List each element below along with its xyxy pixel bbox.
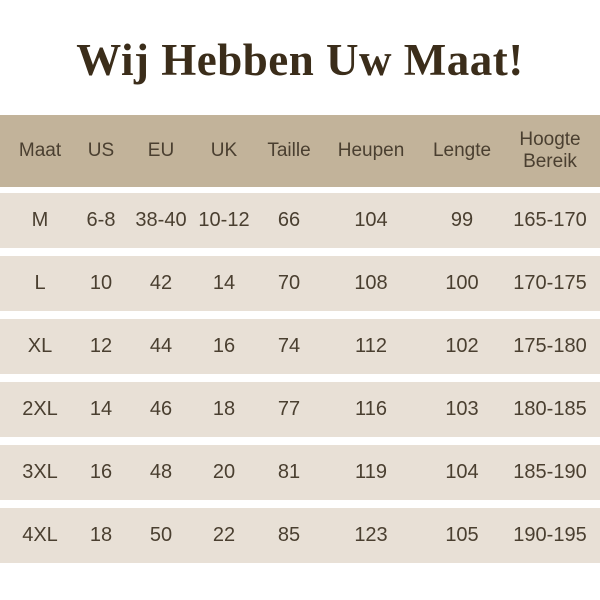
table-cell: 46 bbox=[149, 398, 173, 420]
table-cell: 14 bbox=[89, 398, 113, 420]
table-cell: 170-175 bbox=[513, 272, 587, 294]
table-cell: 50 bbox=[149, 524, 173, 546]
table-cell: 2XL bbox=[22, 398, 58, 420]
table-cell: 81 bbox=[277, 461, 301, 483]
table-cell: 77 bbox=[277, 398, 301, 420]
table-cell: 10-12 bbox=[198, 209, 250, 231]
table-cell: 74 bbox=[277, 335, 301, 357]
table-cell: 18 bbox=[89, 524, 113, 546]
table-cell: 16 bbox=[89, 461, 113, 483]
column-header: EU bbox=[147, 140, 175, 161]
page-title: Wij Hebben Uw Maat! bbox=[76, 35, 524, 85]
table-cell: 18 bbox=[212, 398, 236, 420]
table-cell: 6-8 bbox=[86, 209, 116, 231]
table-cell: 100 bbox=[445, 272, 479, 294]
table-cell: 104 bbox=[445, 461, 479, 483]
table-cell: 22 bbox=[212, 524, 236, 546]
table-cell: 102 bbox=[445, 335, 479, 357]
table-row: L 10 42 14 70 108 100 170-175 bbox=[0, 256, 600, 311]
column-header: Hoogte Bereik bbox=[519, 129, 581, 172]
table-cell: 48 bbox=[149, 461, 173, 483]
table-cell: 103 bbox=[445, 398, 479, 420]
table-header: Maat US EU UK Taille Heupen Lengte Hoogte Berei… bbox=[0, 115, 600, 187]
table-cell: 20 bbox=[212, 461, 236, 483]
table-cell: M bbox=[31, 209, 49, 231]
table-cell: 16 bbox=[212, 335, 236, 357]
table-row: 4XL 18 50 22 85 123 105 190-195 bbox=[0, 508, 600, 563]
table-row: 2XL 14 46 18 77 116 103 180-185 bbox=[0, 382, 600, 437]
table-cell: 112 bbox=[355, 335, 387, 357]
table-cell: 119 bbox=[355, 461, 387, 483]
column-header: UK bbox=[210, 140, 238, 161]
column-header: Lengte bbox=[432, 140, 492, 161]
table-row: 3XL 16 48 20 81 119 104 185-190 bbox=[0, 445, 600, 500]
table-cell: 108 bbox=[354, 272, 388, 294]
table-cell: 4XL bbox=[22, 524, 58, 546]
table-cell: 70 bbox=[277, 272, 301, 294]
table-cell: 165-170 bbox=[513, 209, 587, 231]
column-header: Maat bbox=[18, 140, 62, 161]
table-cell: 42 bbox=[149, 272, 173, 294]
table-cell: 104 bbox=[354, 209, 388, 231]
table-cell: XL bbox=[27, 335, 53, 357]
table-row: M 6-8 38-40 10-12 66 104 99 165-170 bbox=[0, 193, 600, 248]
table-cell: 105 bbox=[445, 524, 479, 546]
table-cell: 3XL bbox=[22, 461, 58, 483]
table-cell: 38-40 bbox=[135, 209, 187, 231]
table-cell: 10 bbox=[89, 272, 113, 294]
column-header: US bbox=[87, 140, 115, 161]
table-cell: 175-180 bbox=[513, 335, 587, 357]
table-cell: 116 bbox=[355, 398, 387, 420]
table-cell: 180-185 bbox=[513, 398, 587, 420]
table-cell: 85 bbox=[277, 524, 301, 546]
table-cell: L bbox=[34, 272, 46, 294]
table-cell: 44 bbox=[149, 335, 173, 357]
table-cell: 185-190 bbox=[513, 461, 587, 483]
table-cell: 14 bbox=[212, 272, 236, 294]
table-row: XL 12 44 16 74 112 102 175-180 bbox=[0, 319, 600, 374]
table-cell: 12 bbox=[89, 335, 113, 357]
table-cell: 190-195 bbox=[513, 524, 587, 546]
table-cell: 66 bbox=[277, 209, 301, 231]
table-cell: 123 bbox=[354, 524, 388, 546]
table-cell: 99 bbox=[450, 209, 474, 231]
column-header: Taille bbox=[267, 140, 311, 161]
column-header: Heupen bbox=[337, 140, 405, 161]
